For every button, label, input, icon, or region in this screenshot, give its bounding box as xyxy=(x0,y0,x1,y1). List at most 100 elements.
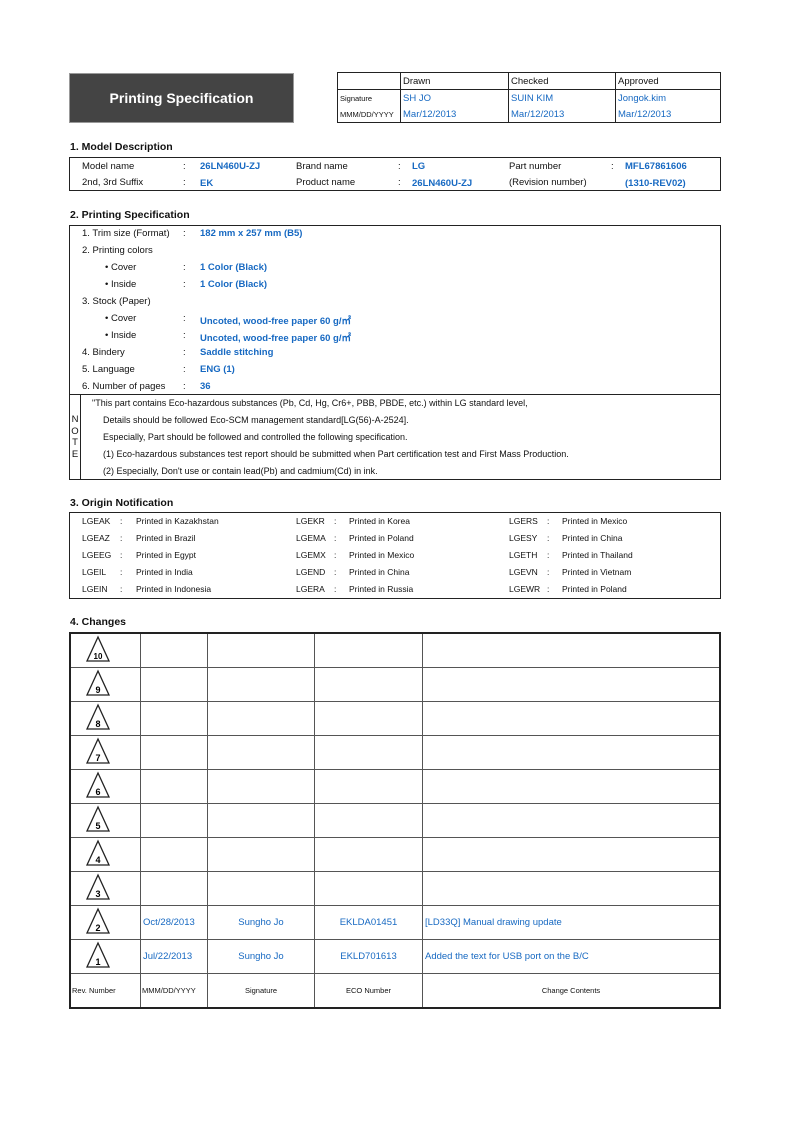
origin-text: Printed in China xyxy=(349,567,410,577)
colon: : xyxy=(183,262,186,273)
revision-triangle-icon: 5 xyxy=(85,805,111,832)
change-signature xyxy=(207,871,315,906)
note-line: Especially, Part should be followed and … xyxy=(103,432,408,442)
revision-triangle-icon: 2 xyxy=(85,907,111,934)
colon: : xyxy=(334,516,337,526)
change-eco: EKLD701613 xyxy=(314,939,423,974)
rev-cell: 4 xyxy=(69,837,141,872)
note-divider xyxy=(80,394,81,480)
change-signature xyxy=(207,667,315,702)
rev-number: 7 xyxy=(95,753,100,763)
spec-label: 4. Bindery xyxy=(82,347,125,358)
spec-label: • Inside xyxy=(105,330,137,341)
origin-code: LGEAK xyxy=(82,516,111,526)
signature-label: Signature xyxy=(337,89,401,106)
colon: : xyxy=(334,584,337,594)
revision-label: (Revision number) xyxy=(509,177,587,188)
rev-number: 1 xyxy=(95,957,100,967)
change-eco: EKLDA01451 xyxy=(314,905,423,940)
rev-number: 5 xyxy=(95,821,100,831)
model-name-label: Model name xyxy=(82,161,135,172)
colon: : xyxy=(334,567,337,577)
part-value: MFL67861606 xyxy=(625,161,687,172)
header-signature: Signature xyxy=(207,973,315,1009)
origin-text: Printed in India xyxy=(136,567,193,577)
origin-code: LGESY xyxy=(509,533,538,543)
change-row: 3 xyxy=(69,871,721,906)
change-contents xyxy=(422,735,721,770)
change-signature xyxy=(207,803,315,838)
signature-table: Drawn Checked Approved Signature SH JO S… xyxy=(337,72,721,123)
colon: : xyxy=(120,550,123,560)
change-date xyxy=(140,701,208,736)
revision-triangle-icon: 7 xyxy=(85,737,111,764)
revision-triangle-icon: 8 xyxy=(85,703,111,730)
origin-text: Printed in Poland xyxy=(562,584,627,594)
change-date: Oct/28/2013 xyxy=(140,905,208,940)
note-line: Details should be followed Eco-SCM manag… xyxy=(103,415,409,425)
origin-text: Printed in Egypt xyxy=(136,550,197,560)
colon: : xyxy=(334,550,337,560)
spec-value: 182 mm x 257 mm (B5) xyxy=(200,228,303,239)
spec-label: • Inside xyxy=(105,279,137,290)
col-drawn: Drawn xyxy=(400,72,509,90)
change-row: 4 xyxy=(69,837,721,872)
revision-value: (1310-REV02) xyxy=(625,178,686,189)
rev-cell: 9 xyxy=(69,667,141,702)
revision-triangle-icon: 4 xyxy=(85,839,111,866)
note-box xyxy=(69,394,721,480)
change-date xyxy=(140,803,208,838)
note-letter: E xyxy=(71,448,79,460)
change-row: 9 xyxy=(69,667,721,702)
change-row: 5 xyxy=(69,803,721,838)
colon: : xyxy=(120,584,123,594)
revision-triangle-icon: 10 xyxy=(85,635,111,662)
change-contents: Added the text for USB port on the B/C xyxy=(422,939,721,974)
rev-cell: 5 xyxy=(69,803,141,838)
model-heading: 1. Model Description xyxy=(70,141,173,153)
origin-code: LGEND xyxy=(296,567,326,577)
spec-heading: 2. Printing Specification xyxy=(70,209,190,221)
change-contents xyxy=(422,871,721,906)
colon: : xyxy=(547,567,550,577)
origin-heading: 3. Origin Notification xyxy=(70,497,174,509)
change-row: 7 xyxy=(69,735,721,770)
colon: : xyxy=(398,161,401,172)
document-title: Printing Specification xyxy=(69,73,294,123)
origin-code: LGEWR xyxy=(509,584,541,594)
part-label: Part number xyxy=(509,161,562,172)
change-contents xyxy=(422,803,721,838)
checked-date: Mar/12/2013 xyxy=(508,106,616,123)
revision-triangle-icon: 1 xyxy=(85,941,111,968)
spec-value: 36 xyxy=(200,381,211,392)
origin-code: LGEVN xyxy=(509,567,538,577)
changes-header-row: Rev. Number MMM/DD/YYYY Signature ECO Numbe… xyxy=(69,973,721,1009)
colon: : xyxy=(183,347,186,358)
colon: : xyxy=(183,279,186,290)
drawn-signature: SH JO xyxy=(400,89,509,106)
spec-value: Saddle stitching xyxy=(200,347,274,358)
spec-label: 1. Trim size (Format) xyxy=(82,228,170,239)
product-value: 26LN460U-ZJ xyxy=(412,178,473,189)
change-contents xyxy=(422,667,721,702)
change-row: 1 Jul/22/2013 Sungho Jo EKLD701613 Added th… xyxy=(69,939,721,974)
spec-label: • Cover xyxy=(105,313,137,324)
colon: : xyxy=(183,313,186,324)
spec-label: 5. Language xyxy=(82,364,135,375)
changes-heading: 4. Changes xyxy=(70,616,127,628)
origin-code: LGEMA xyxy=(296,533,326,543)
colon: : xyxy=(183,161,186,172)
spec-value: 1 Color (Black) xyxy=(200,262,268,273)
note-line: "This part contains Eco-hazardous substa… xyxy=(92,398,528,408)
change-contents xyxy=(422,769,721,804)
origin-text: Printed in China xyxy=(562,533,623,543)
origin-text: Printed in Mexico xyxy=(349,550,415,560)
change-eco xyxy=(314,632,423,668)
revision-triangle-icon: 6 xyxy=(85,771,111,798)
change-signature: Sungho Jo xyxy=(207,939,315,974)
spec-label: 3. Stock (Paper) xyxy=(82,296,151,307)
colon: : xyxy=(183,177,186,188)
change-signature xyxy=(207,701,315,736)
change-contents xyxy=(422,837,721,872)
